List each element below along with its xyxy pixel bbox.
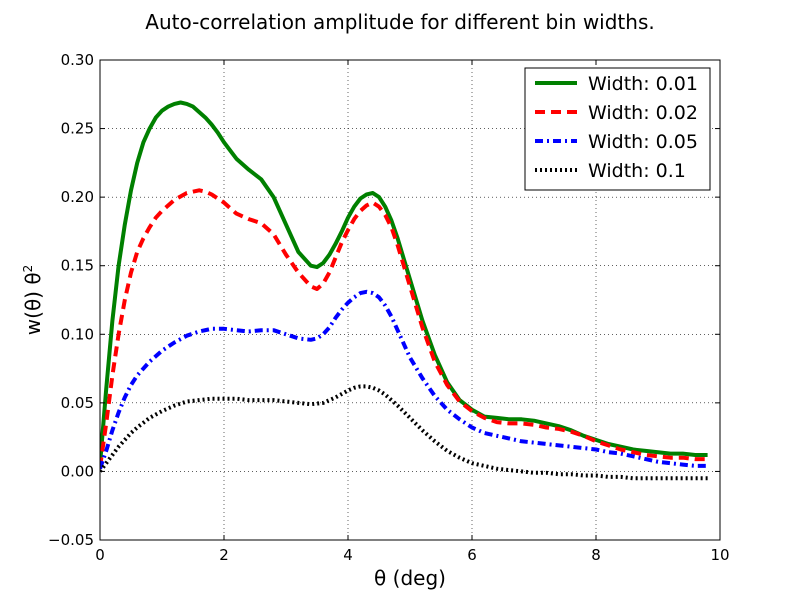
ticks xyxy=(99,59,721,541)
x-tick-label: 6 xyxy=(467,546,477,564)
legend-label-1: Width: 0.01 xyxy=(588,73,698,95)
x-tick-label: 10 xyxy=(710,546,729,564)
y-axis-label-superscript: 2 xyxy=(21,265,35,273)
x-tick-label: 2 xyxy=(219,546,229,564)
y-tick-label: 0.25 xyxy=(61,120,94,138)
plot-frame xyxy=(99,59,721,541)
series-line-1 xyxy=(100,100,708,465)
y-tick-label: 0.30 xyxy=(61,51,94,69)
y-tick-label: −0.05 xyxy=(48,531,94,549)
x-axis-label: θ (deg) xyxy=(374,566,446,590)
x-tick-labels: 0 2 4 6 8 10 xyxy=(95,546,729,564)
series-group xyxy=(100,100,708,481)
y-axis-label-main: w(θ) θ xyxy=(21,272,45,335)
y-axis-label: w(θ) θ2 xyxy=(21,265,45,335)
y-tick-label: 0.15 xyxy=(61,257,94,275)
y-tick-labels: −0.05 0.00 0.05 0.10 0.15 0.20 0.25 0.30 xyxy=(48,51,94,549)
series-line-3 xyxy=(100,289,708,470)
y-tick-label: 0.00 xyxy=(61,462,94,480)
y-tick-label: 0.05 xyxy=(61,394,94,412)
series-line-2 xyxy=(100,188,708,468)
legend-label-3: Width: 0.05 xyxy=(588,131,698,153)
legend-label-2: Width: 0.02 xyxy=(588,102,698,124)
legend: Width: 0.01 Width: 0.02 Width: 0.05 Width: … xyxy=(524,67,711,191)
legend-label-4: Width: 0.1 xyxy=(588,160,686,182)
y-tick-label: 0.10 xyxy=(61,325,94,343)
x-tick-label: 4 xyxy=(343,546,353,564)
y-tick-label: 0.20 xyxy=(61,188,94,206)
x-tick-label: 0 xyxy=(95,546,105,564)
chart-title: Auto-correlation amplitude for different… xyxy=(145,10,654,34)
x-tick-label: 8 xyxy=(591,546,601,564)
